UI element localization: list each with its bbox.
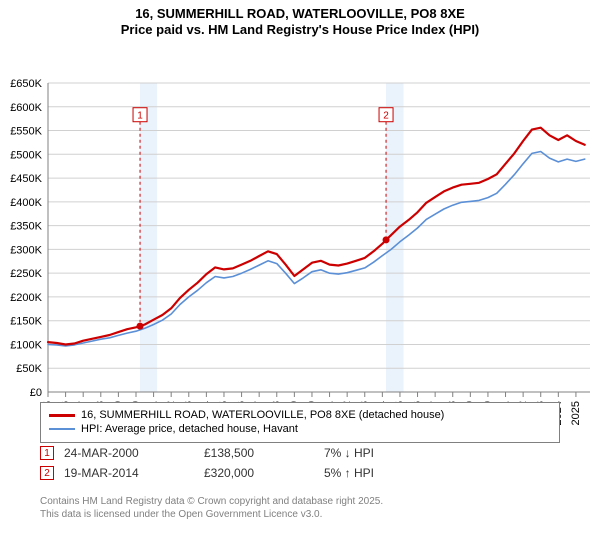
sale-date: 24-MAR-2000 <box>64 446 204 460</box>
legend-label: HPI: Average price, detached house, Hava… <box>81 422 298 436</box>
credit-line2: This data is licensed under the Open Gov… <box>40 509 383 522</box>
svg-text:£0: £0 <box>30 387 42 399</box>
svg-text:£150K: £150K <box>10 316 42 328</box>
svg-text:2025: 2025 <box>570 401 582 425</box>
svg-text:£200K: £200K <box>10 292 42 304</box>
data-credit: Contains HM Land Registry data © Crown c… <box>40 496 383 521</box>
sale-row: 2 19-MAR-2014£320,0005% ↑ HPI <box>40 466 560 480</box>
svg-text:2: 2 <box>383 111 389 122</box>
chart-title-line1: 16, SUMMERHILL ROAD, WATERLOOVILLE, PO8 … <box>0 0 600 22</box>
chart-title-line2: Price paid vs. HM Land Registry's House … <box>0 22 600 37</box>
sale-delta: 5% ↑ HPI <box>324 466 464 480</box>
svg-text:£550K: £550K <box>10 126 42 138</box>
legend-item: HPI: Average price, detached house, Hava… <box>49 422 551 436</box>
sale-row: 1 24-MAR-2000£138,5007% ↓ HPI <box>40 446 560 460</box>
svg-text:£300K: £300K <box>10 245 42 257</box>
sale-marker: 1 <box>40 446 54 460</box>
credit-line1: Contains HM Land Registry data © Crown c… <box>40 496 383 509</box>
sale-marker: 2 <box>40 466 54 480</box>
svg-text:£650K: £650K <box>10 78 42 90</box>
svg-text:£350K: £350K <box>10 221 42 233</box>
legend-swatch <box>49 428 75 430</box>
svg-text:£400K: £400K <box>10 197 42 209</box>
sales-list: 1 24-MAR-2000£138,5007% ↓ HPI 2 19-MAR-2014… <box>40 446 560 486</box>
svg-text:£250K: £250K <box>10 268 42 280</box>
sale-delta: 7% ↓ HPI <box>324 446 464 460</box>
svg-text:£450K: £450K <box>10 173 42 185</box>
svg-text:£50K: £50K <box>16 363 42 375</box>
svg-text:£100K: £100K <box>10 340 42 352</box>
svg-text:1: 1 <box>137 111 143 122</box>
svg-text:£600K: £600K <box>10 102 42 114</box>
sale-price: £320,000 <box>204 466 324 480</box>
sale-price: £138,500 <box>204 446 324 460</box>
svg-text:£500K: £500K <box>10 150 42 162</box>
legend: 16, SUMMERHILL ROAD, WATERLOOVILLE, PO8 … <box>40 402 560 443</box>
legend-swatch <box>49 414 75 417</box>
line-chart: £0 £50K £100K £150K £200K £250K £300K £350K £400… <box>0 37 600 437</box>
legend-label: 16, SUMMERHILL ROAD, WATERLOOVILLE, PO8 … <box>81 408 444 422</box>
sale-date: 19-MAR-2014 <box>64 466 204 480</box>
legend-item: 16, SUMMERHILL ROAD, WATERLOOVILLE, PO8 … <box>49 408 551 422</box>
